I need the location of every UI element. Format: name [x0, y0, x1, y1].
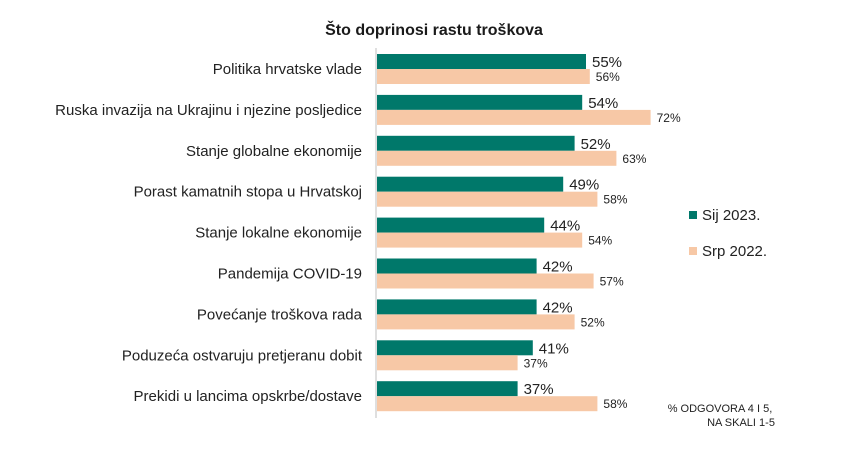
data-label-srp-2022: 58% [603, 397, 627, 411]
data-label-sij-2023: 54% [588, 95, 618, 112]
category-label: Ruska invazija na Ukrajinu i njezine pos… [55, 102, 362, 119]
legend-swatch [689, 211, 697, 219]
data-label-srp-2022: 63% [622, 152, 646, 166]
category-label: Poduzeća ostvaruju pretjeranu dobit [122, 347, 363, 364]
data-label-sij-2023: 52% [581, 136, 611, 153]
data-label-srp-2022: 58% [603, 193, 627, 207]
data-label-sij-2023: 49% [569, 177, 599, 194]
bar-srp-2022 [377, 191, 598, 207]
bars-group: Politika hrvatske vlade 55%56% Ruska invaz… [55, 54, 681, 412]
bar-sij-2023 [377, 135, 575, 151]
data-label-sij-2023: 44% [550, 218, 580, 235]
data-label-sij-2023: 55% [592, 54, 622, 71]
data-label-srp-2022: 37% [524, 356, 548, 370]
category-label: Prekidi u lancima opskrbe/dostave [134, 388, 362, 405]
note-line-2: NA SKALI 1-5 [707, 417, 775, 429]
bar-srp-2022 [377, 69, 590, 84]
category-label: Politika hrvatske vlade [213, 61, 362, 78]
category-label: Stanje lokalne ekonomije [195, 225, 362, 242]
chart-title: Što doprinosi rastu troškova [325, 20, 543, 39]
bar-sij-2023 [377, 258, 537, 274]
bar-srp-2022 [377, 314, 575, 330]
bar-srp-2022 [377, 232, 583, 248]
bar-sij-2023 [377, 340, 533, 356]
bar-srp-2022 [377, 109, 651, 125]
legend: Sij 2023. Srp 2022. [689, 207, 767, 260]
data-label-srp-2022: 56% [596, 70, 620, 84]
data-label-sij-2023: 42% [543, 259, 573, 276]
data-label-srp-2022: 54% [588, 234, 612, 248]
bar-sij-2023 [377, 217, 545, 233]
category-label: Pandemija COVID-19 [218, 266, 362, 283]
data-label-sij-2023: 41% [539, 340, 569, 357]
data-label-sij-2023: 37% [524, 381, 554, 398]
bar-srp-2022 [377, 396, 598, 412]
category-label: Stanje globalne ekonomije [186, 143, 362, 160]
category-label: Povećanje troškova rada [197, 306, 363, 323]
legend-swatch [689, 247, 697, 255]
data-label-sij-2023: 42% [543, 299, 573, 316]
legend-label: Sij 2023. [702, 207, 760, 224]
bar-sij-2023 [377, 176, 564, 192]
bar-sij-2023 [377, 299, 537, 315]
data-label-srp-2022: 57% [600, 275, 624, 289]
bar-srp-2022 [377, 273, 594, 289]
data-label-srp-2022: 52% [581, 315, 605, 329]
note-line-1: % ODGOVORA 4 I 5, [668, 403, 773, 415]
legend-label: Srp 2022. [702, 243, 767, 260]
bar-sij-2023 [377, 381, 518, 397]
bar-sij-2023 [377, 54, 586, 69]
bar-srp-2022 [377, 355, 518, 371]
category-label: Porast kamatnih stopa u Hrvatskoj [134, 184, 362, 201]
bar-srp-2022 [377, 150, 617, 166]
bar-sij-2023 [377, 94, 583, 110]
data-label-srp-2022: 72% [657, 111, 681, 125]
